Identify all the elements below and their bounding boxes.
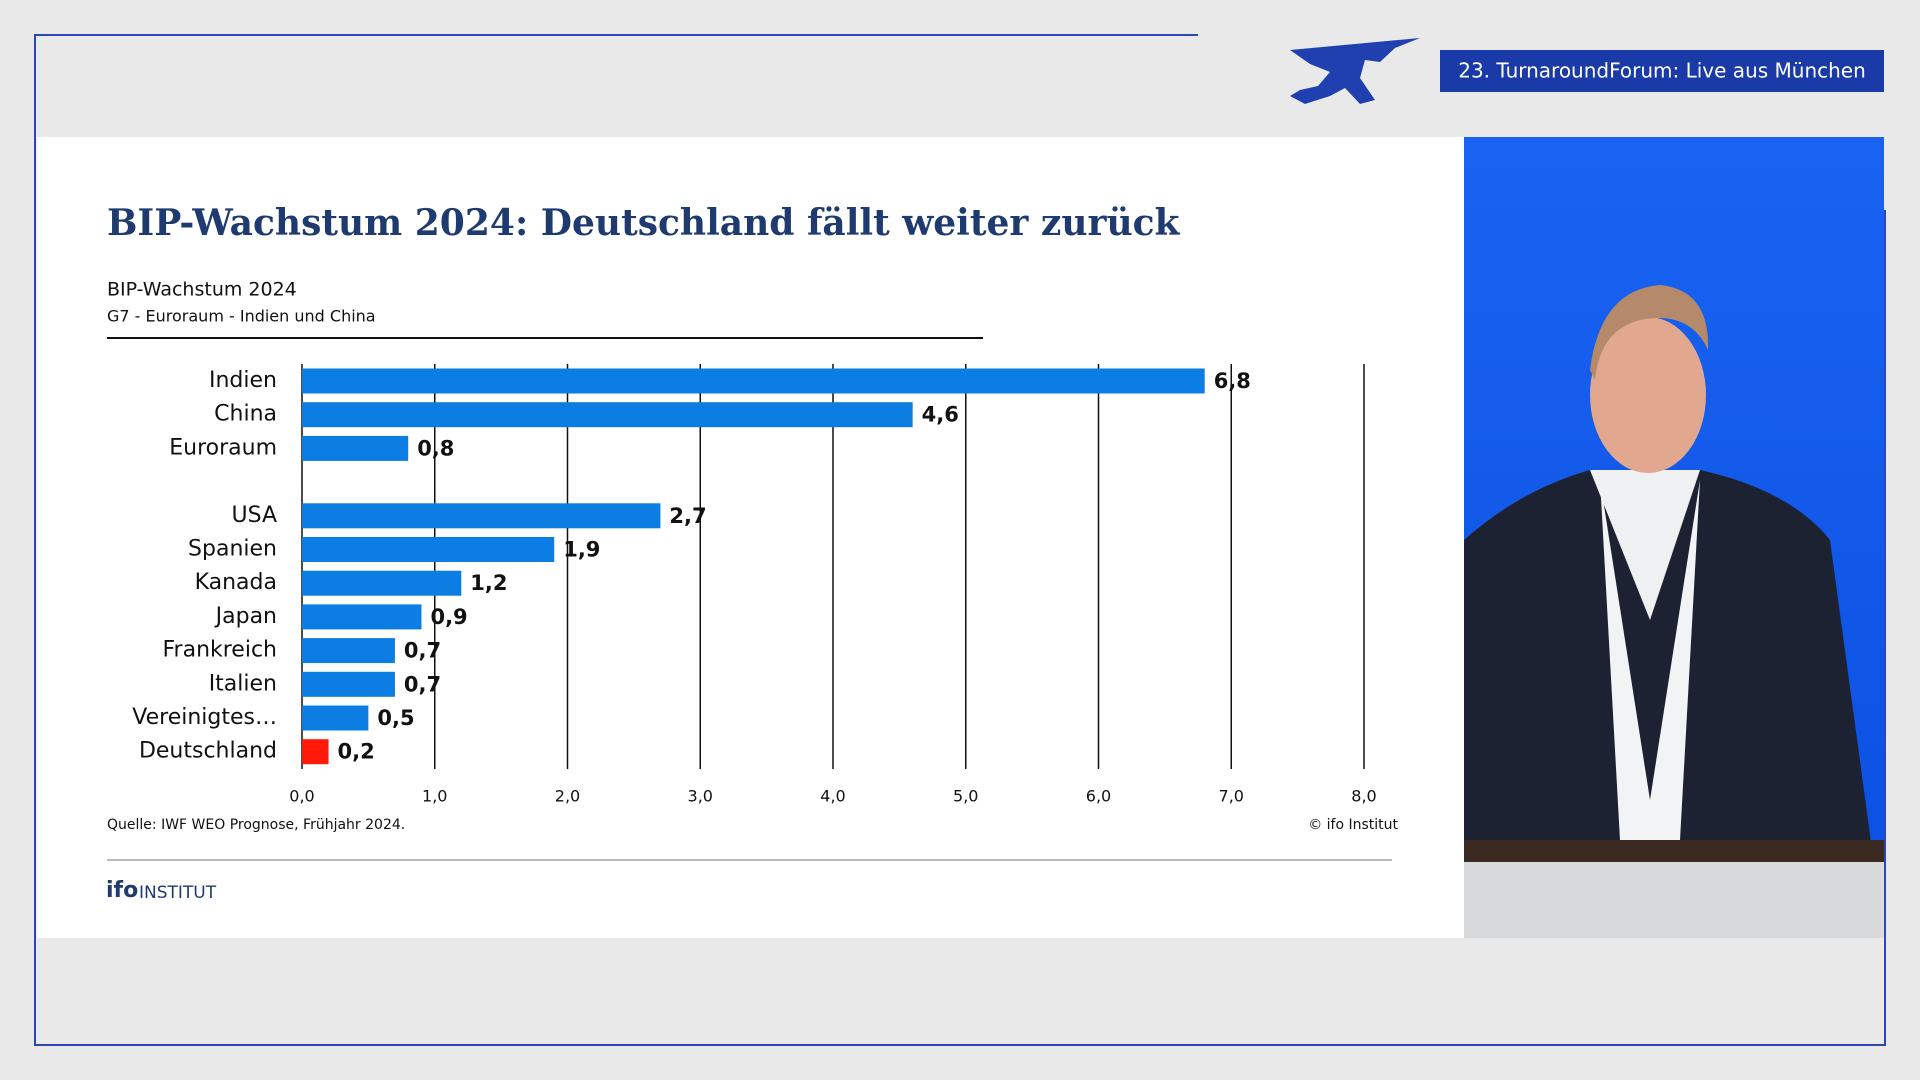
bar — [302, 435, 409, 461]
value-label: 0,7 — [404, 672, 441, 696]
y-tick-label: Deutschland — [139, 739, 277, 764]
y-tick-label: Indien — [209, 368, 277, 393]
bar — [302, 537, 555, 562]
bar — [302, 638, 395, 664]
y-tick-label: Spanien — [188, 537, 277, 562]
chart-subtitle-2: G7 - Euroraum - Indien und China — [107, 307, 376, 326]
bar — [302, 368, 1205, 394]
x-tick-label: 1,0 — [422, 787, 447, 806]
x-tick-label: 8,0 — [1351, 787, 1376, 806]
x-tick-label: 5,0 — [953, 787, 978, 806]
y-tick-label: Kanada — [195, 570, 277, 595]
bar — [302, 402, 913, 428]
x-tick-label: 0,0 — [289, 787, 314, 806]
value-label: 0,5 — [377, 706, 414, 730]
x-tick-label: 2,0 — [555, 787, 580, 806]
bar — [302, 570, 462, 596]
plot: 0,0 1,0 2,0 3,0 4,0 5,0 6,0 7,0 8,0 Indien 6,8 Chin… — [132, 364, 1377, 806]
y-tick-label: Italien — [209, 671, 277, 696]
slide — [37, 137, 1464, 938]
y-tick-label: USA — [231, 503, 277, 528]
logo-text: INSTITUT — [139, 883, 217, 903]
bar — [302, 604, 422, 630]
bar — [302, 503, 661, 529]
bar — [302, 671, 395, 697]
value-label: 1,9 — [563, 538, 600, 562]
frame — [34, 34, 1886, 1046]
y-tick-label: Japan — [214, 604, 277, 629]
y-tick-label: China — [214, 402, 277, 427]
x-tick-label: 6,0 — [1086, 787, 1111, 806]
x-tick-label: 7,0 — [1219, 787, 1244, 806]
banner: 23. TurnaroundForum: Live aus München — [1458, 59, 1866, 83]
bar — [302, 739, 329, 765]
source: Quelle: IWF WEO Prognose, Frühjahr 2024. — [107, 817, 405, 833]
value-label: 0,2 — [338, 740, 375, 764]
value-label: 2,7 — [669, 504, 706, 528]
slide-title: BIP-Wachstum 2024: Deutschland fällt wei… — [107, 202, 1181, 244]
value-label: 0,8 — [417, 436, 454, 460]
bar — [302, 705, 369, 731]
value-label: 6,8 — [1214, 369, 1251, 393]
banner-box — [1440, 50, 1884, 92]
logo-mark: ifo — [106, 878, 138, 903]
speaker — [1464, 285, 1884, 938]
copyright: © ifo Institut — [1308, 817, 1398, 833]
griffin-logo — [1290, 38, 1420, 104]
value-label: 1,2 — [470, 571, 507, 595]
x-tick-label: 4,0 — [820, 787, 845, 806]
x-tick-label: 3,0 — [688, 787, 713, 806]
y-tick-label: Euroraum — [169, 435, 277, 460]
y-tick-label: Frankreich — [162, 638, 277, 663]
y-tick-label: Vereinigtes… — [132, 705, 277, 730]
chart-subtitle: BIP-Wachstum 2024 — [107, 279, 297, 301]
value-label: 4,6 — [922, 403, 959, 427]
value-label: 0,7 — [404, 639, 441, 663]
value-label: 0,9 — [430, 605, 467, 629]
